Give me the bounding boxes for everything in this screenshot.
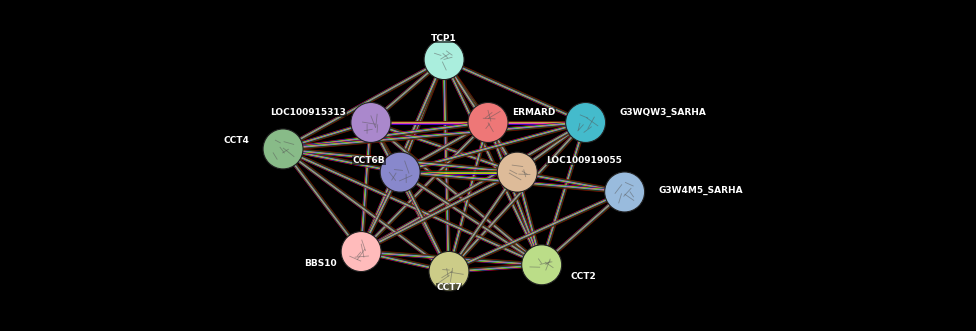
Text: ERMARD: ERMARD	[512, 108, 555, 117]
Text: G3WQW3_SARHA: G3WQW3_SARHA	[620, 108, 707, 117]
Circle shape	[566, 103, 605, 142]
Text: LOC100915313: LOC100915313	[270, 108, 346, 117]
Circle shape	[498, 152, 537, 192]
Circle shape	[429, 252, 468, 291]
Text: LOC100919055: LOC100919055	[547, 156, 623, 165]
Text: CCT4: CCT4	[223, 136, 249, 145]
Circle shape	[468, 103, 508, 142]
Circle shape	[425, 40, 464, 79]
Circle shape	[351, 103, 390, 142]
Text: CCT7: CCT7	[436, 283, 462, 292]
Text: CCT6B: CCT6B	[353, 156, 386, 165]
Circle shape	[605, 172, 644, 212]
Text: BBS10: BBS10	[305, 259, 337, 268]
Text: TCP1: TCP1	[431, 34, 457, 43]
Text: G3W4M5_SARHA: G3W4M5_SARHA	[659, 186, 744, 195]
Text: CCT2: CCT2	[571, 272, 596, 281]
Circle shape	[381, 152, 420, 192]
Circle shape	[522, 245, 561, 285]
Circle shape	[342, 232, 381, 271]
Circle shape	[264, 129, 303, 169]
